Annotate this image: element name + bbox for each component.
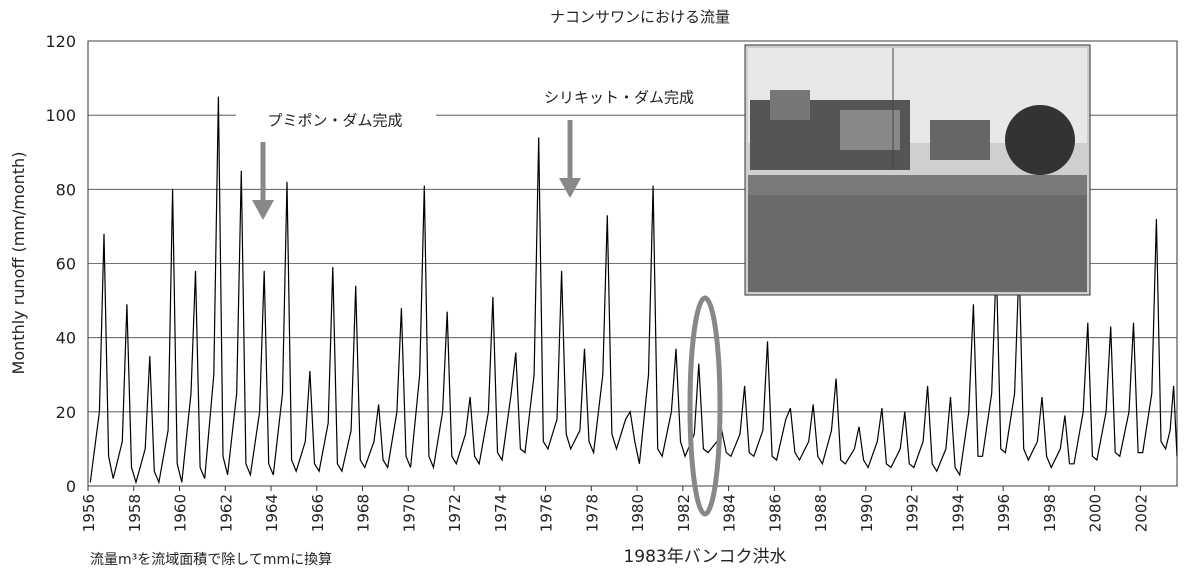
x-tick-label: 1970	[400, 494, 418, 532]
x-tick-label: 1998	[1041, 494, 1059, 532]
x-tick-label: 1986	[766, 494, 784, 532]
x-tick-label: 1982	[675, 494, 693, 532]
x-tick-label: 1960	[172, 494, 190, 532]
footnote: 流量m³を流域面積で除してmmに換算	[90, 552, 332, 568]
x-tick-label: 1978	[583, 494, 601, 532]
y-axis-label: Monthly runoff (mm/month)	[9, 152, 28, 375]
x-tick-label: 1994	[949, 494, 967, 532]
y-tick-label: 20	[56, 403, 76, 422]
annotation: プミポン・ダム完成	[267, 112, 402, 130]
x-tick-label: 1966	[309, 494, 327, 532]
x-tick-label: 2000	[1087, 494, 1105, 532]
y-tick-label: 60	[56, 255, 76, 274]
x-tick-label: 1968	[355, 494, 373, 532]
y-tick-label: 120	[45, 32, 76, 51]
x-tick-label: 1972	[446, 494, 464, 532]
annotation: シリキット・ダム完成	[544, 89, 694, 107]
annotations: プミポン・ダム完成 シリキット・ダム完成 1983年バンコク洪水 流量m³を流域…	[90, 85, 787, 568]
x-tick-label: 1984	[721, 494, 739, 532]
x-tick-label: 2002	[1132, 494, 1150, 532]
x-tick-label: 1980	[629, 494, 647, 532]
y-tick-label: 100	[45, 106, 76, 125]
x-tick-label: 1992	[904, 494, 922, 532]
x-tick-label: 1958	[126, 494, 144, 532]
y-tick-label: 80	[56, 180, 76, 199]
x-tick-label: 1988	[812, 494, 830, 532]
chart-title: ナコンサワンにおける流量	[550, 8, 730, 26]
x-tick-label: 1974	[492, 494, 510, 532]
y-tick-label: 40	[56, 329, 76, 348]
x-tick-label: 1964	[263, 494, 281, 532]
photo	[744, 44, 1091, 296]
x-tick-label: 1956	[80, 494, 98, 532]
x-tick-label: 1962	[217, 494, 235, 532]
x-tick-label: 1996	[995, 494, 1013, 532]
y-tick-label: 0	[66, 477, 76, 496]
annotation: 1983年バンコク洪水	[623, 547, 786, 567]
x-tick-label: 1990	[858, 494, 876, 532]
runoff-line	[89, 96, 1178, 485]
x-tick-label: 1976	[538, 494, 556, 532]
